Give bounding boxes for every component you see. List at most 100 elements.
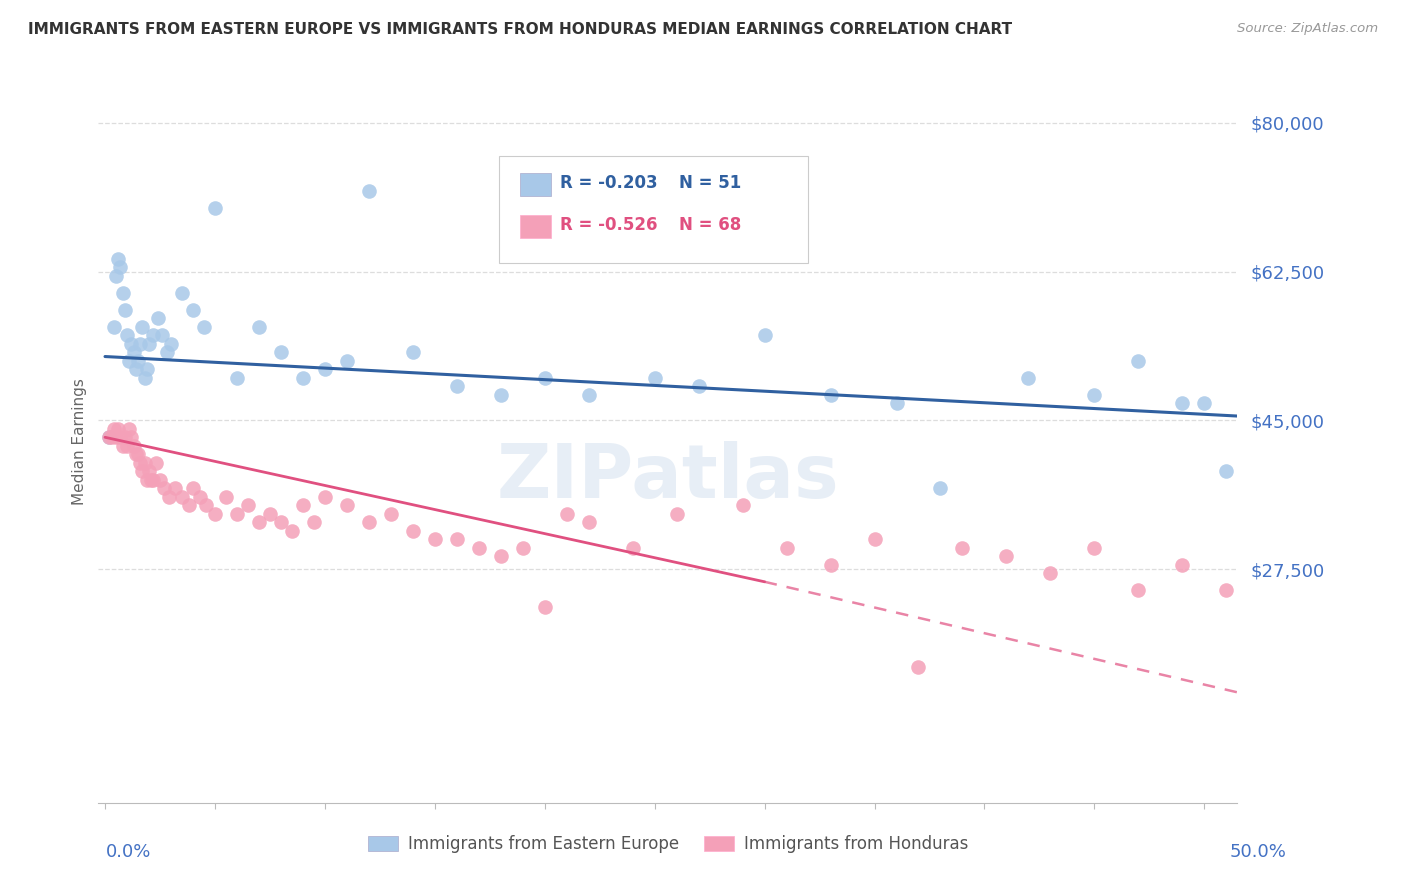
Point — [115, 439, 138, 453]
Point — [907, 660, 929, 674]
Point — [1083, 388, 1105, 402]
Point — [98, 430, 121, 444]
Point — [131, 464, 153, 478]
Point — [125, 362, 148, 376]
Point — [621, 541, 644, 555]
Point — [181, 302, 204, 317]
Point — [270, 345, 292, 359]
Point — [291, 371, 314, 385]
Point — [1215, 464, 1237, 478]
Text: N = 51: N = 51 — [679, 174, 741, 192]
Legend: Immigrants from Eastern Europe, Immigrants from Honduras: Immigrants from Eastern Europe, Immigran… — [361, 828, 974, 860]
Point — [302, 516, 325, 530]
Point — [1128, 583, 1150, 598]
Point — [120, 336, 142, 351]
Point — [157, 490, 180, 504]
Point — [204, 201, 226, 215]
Point — [149, 473, 172, 487]
Point — [402, 345, 425, 359]
Point — [247, 516, 270, 530]
Point — [181, 481, 204, 495]
Point — [820, 558, 842, 572]
Point — [110, 430, 132, 444]
Point — [423, 533, 446, 547]
Point — [863, 533, 886, 547]
Point — [160, 336, 183, 351]
Point — [105, 268, 128, 283]
Point — [127, 353, 149, 368]
Point — [357, 184, 380, 198]
Point — [1128, 353, 1150, 368]
Point — [665, 507, 688, 521]
Point — [775, 541, 797, 555]
Point — [247, 319, 270, 334]
Point — [226, 507, 249, 521]
Point — [129, 336, 152, 351]
Point — [1171, 396, 1194, 410]
Point — [929, 481, 952, 495]
Point — [314, 490, 336, 504]
Point — [402, 524, 425, 538]
Point — [110, 260, 132, 275]
Point — [122, 439, 145, 453]
Point — [195, 498, 218, 512]
Point — [135, 362, 157, 376]
Point — [533, 600, 555, 615]
Point — [170, 490, 193, 504]
Point — [489, 549, 512, 564]
Point — [120, 430, 142, 444]
Point — [236, 498, 259, 512]
Point — [145, 456, 167, 470]
Text: R = -0.203: R = -0.203 — [560, 174, 657, 192]
Point — [150, 328, 173, 343]
Point — [98, 430, 121, 444]
Point — [754, 328, 776, 343]
Point — [1194, 396, 1216, 410]
Point — [115, 328, 138, 343]
Point — [952, 541, 974, 555]
Point — [165, 481, 187, 495]
Text: ZIPatlas: ZIPatlas — [496, 442, 839, 514]
Y-axis label: Median Earnings: Median Earnings — [72, 378, 87, 505]
Point — [380, 507, 402, 521]
Point — [1017, 371, 1039, 385]
Point — [533, 371, 555, 385]
Point — [820, 388, 842, 402]
Point — [188, 490, 211, 504]
Point — [103, 422, 125, 436]
Point — [127, 447, 149, 461]
Point — [118, 353, 141, 368]
Text: 0.0%: 0.0% — [105, 843, 150, 861]
Point — [138, 336, 160, 351]
Point — [204, 507, 226, 521]
Point — [1039, 566, 1062, 581]
Point — [314, 362, 336, 376]
Point — [129, 456, 152, 470]
Point — [107, 252, 129, 266]
Text: Source: ZipAtlas.com: Source: ZipAtlas.com — [1237, 22, 1378, 36]
Point — [134, 371, 156, 385]
Point — [193, 319, 215, 334]
Point — [146, 311, 169, 326]
Point — [357, 516, 380, 530]
Text: 50.0%: 50.0% — [1230, 843, 1286, 861]
Point — [446, 379, 468, 393]
Point — [468, 541, 491, 555]
Point — [644, 371, 666, 385]
Point — [134, 456, 156, 470]
Point — [336, 498, 359, 512]
Point — [688, 379, 710, 393]
Point — [122, 345, 145, 359]
Text: N = 68: N = 68 — [679, 216, 741, 234]
Point — [1083, 541, 1105, 555]
Point — [226, 371, 249, 385]
Point — [114, 302, 136, 317]
Point — [142, 473, 165, 487]
Point — [118, 422, 141, 436]
Point — [578, 516, 600, 530]
Point — [153, 481, 176, 495]
Point — [107, 422, 129, 436]
Point — [155, 345, 177, 359]
Point — [1171, 558, 1194, 572]
Point — [281, 524, 304, 538]
